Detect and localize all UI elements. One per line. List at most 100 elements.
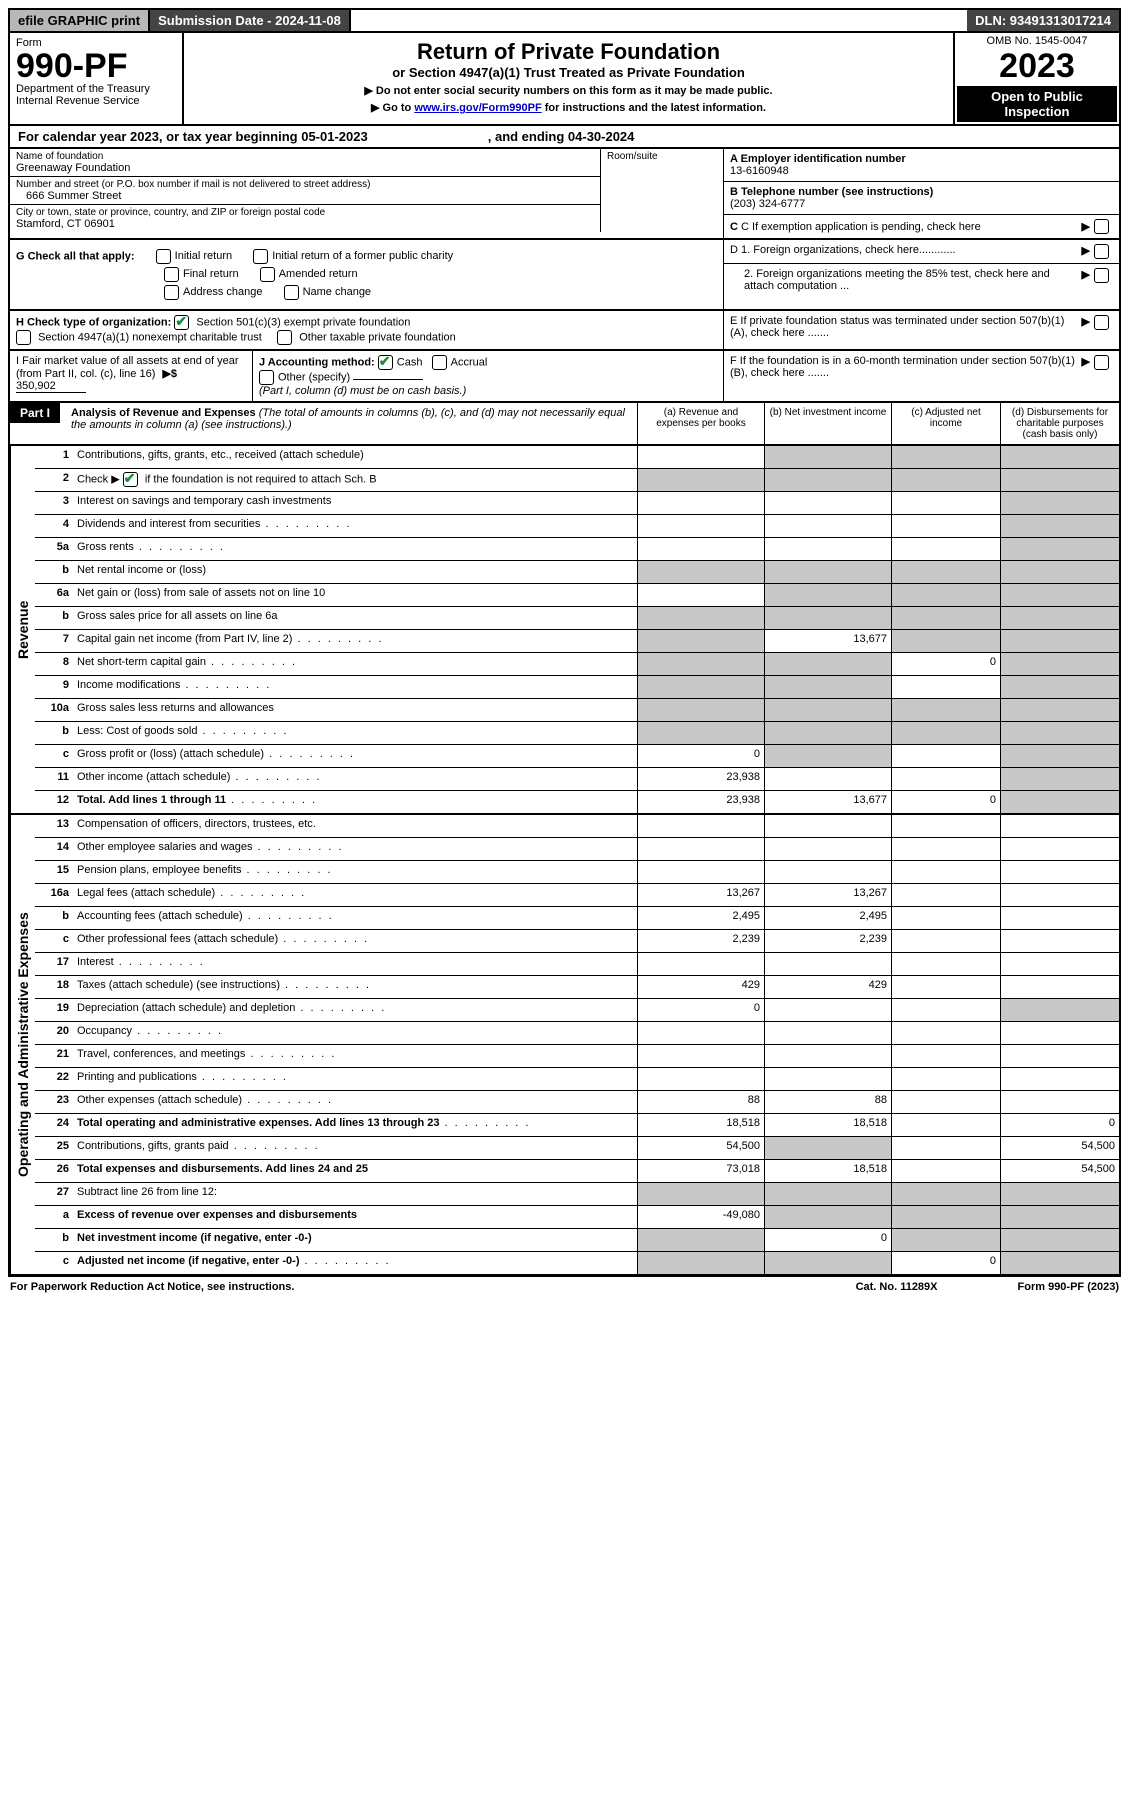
sch-b-checkbox[interactable] bbox=[123, 472, 138, 487]
f-checkbox[interactable] bbox=[1094, 355, 1109, 370]
cat-no: Cat. No. 11289X bbox=[856, 1281, 938, 1293]
g-label: G Check all that apply: bbox=[16, 250, 135, 262]
city-state-zip: Stamford, CT 06901 bbox=[16, 218, 594, 230]
row-21: 21Travel, conferences, and meetings bbox=[35, 1045, 1119, 1068]
section-h: H Check type of organization: Section 50… bbox=[10, 311, 723, 349]
expenses-rows: 13Compensation of officers, directors, t… bbox=[35, 815, 1119, 1274]
goto-pre: ▶ Go to bbox=[371, 102, 414, 114]
cal-begin: For calendar year 2023, or tax year begi… bbox=[18, 129, 368, 144]
street-address: 666 Summer Street bbox=[16, 190, 594, 202]
row-2: 2Check ▶ if the foundation is not requir… bbox=[35, 469, 1119, 492]
ein-cell: A Employer identification number 13-6160… bbox=[724, 149, 1119, 182]
row-13: 13Compensation of officers, directors, t… bbox=[35, 815, 1119, 838]
other-method-checkbox[interactable] bbox=[259, 370, 274, 385]
e-row: E If private foundation status was termi… bbox=[724, 311, 1119, 343]
row-10b: bLess: Cost of goods sold bbox=[35, 722, 1119, 745]
amended-return: Amended return bbox=[279, 268, 358, 280]
arrow-icon: ▶ bbox=[1082, 244, 1090, 259]
cash-checkbox[interactable] bbox=[378, 355, 393, 370]
d1-checkbox[interactable] bbox=[1094, 244, 1109, 259]
arrow-icon: ▶$ bbox=[162, 368, 177, 380]
spacer bbox=[351, 10, 967, 31]
fmv-value: 350,902 bbox=[16, 380, 86, 393]
row-17: 17Interest bbox=[35, 953, 1119, 976]
part-badge-wrap: Part I bbox=[10, 403, 65, 444]
form-title: Return of Private Foundation bbox=[190, 39, 947, 65]
part1-desc: Analysis of Revenue and Expenses (The to… bbox=[65, 403, 637, 444]
4947-label: Section 4947(a)(1) nonexempt charitable … bbox=[38, 331, 262, 343]
submission-date: Submission Date - 2024-11-08 bbox=[150, 10, 351, 31]
irs: Internal Revenue Service bbox=[16, 95, 176, 107]
section-f: F If the foundation is in a 60-month ter… bbox=[723, 351, 1119, 401]
4947-checkbox[interactable] bbox=[16, 330, 31, 345]
revenue-side-label: Revenue bbox=[10, 446, 35, 813]
section-g: G Check all that apply: Initial return I… bbox=[10, 240, 723, 309]
row-26: 26Total expenses and disbursements. Add … bbox=[35, 1160, 1119, 1183]
row-11: 11Other income (attach schedule)23,938 bbox=[35, 768, 1119, 791]
section-i: I Fair market value of all assets at end… bbox=[10, 351, 253, 401]
section-g-d: G Check all that apply: Initial return I… bbox=[8, 240, 1121, 311]
h-label: H Check type of organization: bbox=[16, 316, 171, 328]
row-20: 20Occupancy bbox=[35, 1022, 1119, 1045]
expenses-table: Operating and Administrative Expenses 13… bbox=[8, 815, 1121, 1276]
accrual-checkbox[interactable] bbox=[432, 355, 447, 370]
initial-former-checkbox[interactable] bbox=[253, 249, 268, 264]
row-23: 23Other expenses (attach schedule)8888 bbox=[35, 1091, 1119, 1114]
accrual-label: Accrual bbox=[451, 356, 488, 368]
calendar-year-row: For calendar year 2023, or tax year begi… bbox=[8, 126, 1121, 149]
section-ij: I Fair market value of all assets at end… bbox=[10, 351, 723, 401]
form-ref: Form 990-PF (2023) bbox=[1018, 1281, 1119, 1293]
i-label: I Fair market value of all assets at end… bbox=[16, 355, 239, 380]
paperwork-notice: For Paperwork Reduction Act Notice, see … bbox=[10, 1281, 856, 1293]
exemption-pending: C C If exemption application is pending,… bbox=[724, 215, 1119, 238]
row-14: 14Other employee salaries and wages bbox=[35, 838, 1119, 861]
final-return: Final return bbox=[183, 268, 239, 280]
initial-return-checkbox[interactable] bbox=[156, 249, 171, 264]
part1-header: Part I Analysis of Revenue and Expenses … bbox=[8, 403, 1121, 446]
d2-checkbox[interactable] bbox=[1094, 268, 1109, 283]
form990pf-link[interactable]: www.irs.gov/Form990PF bbox=[414, 102, 541, 114]
row-12: 12Total. Add lines 1 through 1123,93813,… bbox=[35, 791, 1119, 813]
row-27: 27Subtract line 26 from line 12: bbox=[35, 1183, 1119, 1206]
other-taxable-checkbox[interactable] bbox=[277, 330, 292, 345]
name-change: Name change bbox=[303, 286, 372, 298]
amended-return-checkbox[interactable] bbox=[260, 267, 275, 282]
section-e: E If private foundation status was termi… bbox=[723, 311, 1119, 349]
form-id-block: Form 990-PF Department of the Treasury I… bbox=[10, 33, 184, 124]
c-checkbox[interactable] bbox=[1094, 219, 1109, 234]
year-block: OMB No. 1545-0047 2023 Open to Public In… bbox=[953, 33, 1119, 124]
j-note: (Part I, column (d) must be on cash basi… bbox=[259, 385, 466, 397]
arrow-icon: ▶ bbox=[1082, 268, 1090, 292]
row-3: 3Interest on savings and temporary cash … bbox=[35, 492, 1119, 515]
page-footer: For Paperwork Reduction Act Notice, see … bbox=[8, 1276, 1121, 1297]
e-label: E If private foundation status was termi… bbox=[730, 315, 1078, 339]
initial-former: Initial return of a former public charit… bbox=[272, 250, 453, 262]
row-9: 9Income modifications bbox=[35, 676, 1119, 699]
d1-row: D 1. Foreign organizations, check here..… bbox=[724, 240, 1119, 264]
tel-label: B Telephone number (see instructions) bbox=[730, 186, 933, 198]
address-row: Number and street (or P.O. box number if… bbox=[10, 177, 600, 205]
e-checkbox[interactable] bbox=[1094, 315, 1109, 330]
goto-line: ▶ Go to www.irs.gov/Form990PF for instru… bbox=[190, 101, 947, 114]
d2-label: 2. Foreign organizations meeting the 85%… bbox=[730, 268, 1078, 292]
room-suite: Room/suite bbox=[600, 149, 723, 232]
f-row: F If the foundation is in a 60-month ter… bbox=[724, 351, 1119, 383]
col-a-header: (a) Revenue and expenses per books bbox=[637, 403, 764, 444]
section-ij-f: I Fair market value of all assets at end… bbox=[8, 351, 1121, 403]
efile-print-label[interactable]: efile GRAPHIC print bbox=[10, 10, 150, 31]
arrow-icon: ▶ bbox=[1082, 220, 1090, 233]
row-6b: bGross sales price for all assets on lin… bbox=[35, 607, 1119, 630]
col-b-header: (b) Net investment income bbox=[764, 403, 891, 444]
section-d: D 1. Foreign organizations, check here..… bbox=[723, 240, 1119, 309]
row-22: 22Printing and publications bbox=[35, 1068, 1119, 1091]
address-change-checkbox[interactable] bbox=[164, 285, 179, 300]
row-4: 4Dividends and interest from securities bbox=[35, 515, 1119, 538]
row-7: 7Capital gain net income (from Part IV, … bbox=[35, 630, 1119, 653]
final-return-checkbox[interactable] bbox=[164, 267, 179, 282]
form-subtitle: or Section 4947(a)(1) Trust Treated as P… bbox=[190, 65, 947, 80]
501c3-checkbox[interactable] bbox=[174, 315, 189, 330]
ein-value: 13-6160948 bbox=[730, 165, 789, 177]
name-change-checkbox[interactable] bbox=[284, 285, 299, 300]
other-taxable-label: Other taxable private foundation bbox=[299, 331, 456, 343]
row-10a: 10aGross sales less returns and allowanc… bbox=[35, 699, 1119, 722]
